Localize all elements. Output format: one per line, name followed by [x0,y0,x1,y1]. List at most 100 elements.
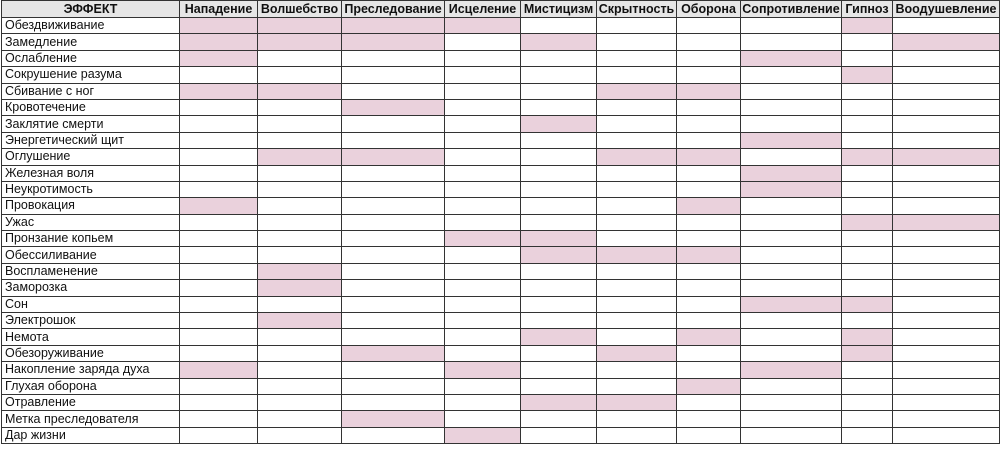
empty-cell[interactable] [676,115,741,133]
empty-cell[interactable] [892,312,1000,330]
empty-cell[interactable] [892,131,1000,150]
empty-cell[interactable] [341,115,445,133]
effect-name-cell[interactable]: Пронзание копьем [1,230,180,248]
marked-cell[interactable] [740,295,842,314]
empty-cell[interactable] [179,213,258,232]
empty-cell[interactable] [740,148,842,166]
empty-cell[interactable] [892,16,1000,35]
empty-cell[interactable] [179,230,258,248]
empty-cell[interactable] [444,164,521,182]
empty-cell[interactable] [444,131,521,150]
marked-cell[interactable] [179,49,258,68]
column-header[interactable]: Нападение [179,0,258,18]
empty-cell[interactable] [676,410,741,428]
empty-cell[interactable] [841,410,893,428]
marked-cell[interactable] [520,393,597,412]
empty-cell[interactable] [740,230,842,248]
empty-cell[interactable] [257,49,342,68]
empty-cell[interactable] [520,312,597,330]
marked-cell[interactable] [179,82,258,100]
empty-cell[interactable] [841,312,893,330]
column-header[interactable]: Сопротивление [740,0,842,18]
empty-cell[interactable] [341,361,445,379]
marked-cell[interactable] [841,295,893,314]
empty-cell[interactable] [341,49,445,68]
empty-cell[interactable] [841,197,893,215]
marked-cell[interactable] [596,344,677,363]
empty-cell[interactable] [444,98,521,117]
marked-cell[interactable] [341,148,445,166]
effect-name-cell[interactable]: Ослабление [1,49,180,68]
empty-cell[interactable] [179,312,258,330]
column-header[interactable]: Мистицизм [520,0,597,18]
empty-cell[interactable] [892,164,1000,182]
effect-name-cell[interactable]: Провокация [1,197,180,215]
empty-cell[interactable] [520,148,597,166]
empty-cell[interactable] [179,426,258,445]
empty-cell[interactable] [444,279,521,297]
marked-cell[interactable] [257,33,342,51]
empty-cell[interactable] [520,410,597,428]
empty-cell[interactable] [596,426,677,445]
empty-cell[interactable] [596,98,677,117]
empty-cell[interactable] [676,16,741,35]
empty-cell[interactable] [520,164,597,182]
empty-cell[interactable] [179,295,258,314]
effect-name-cell[interactable]: Сокрушение разума [1,66,180,84]
marked-cell[interactable] [596,82,677,100]
empty-cell[interactable] [257,66,342,84]
empty-cell[interactable] [676,295,741,314]
empty-cell[interactable] [341,393,445,412]
empty-cell[interactable] [596,377,677,395]
empty-cell[interactable] [444,262,521,281]
empty-cell[interactable] [257,115,342,133]
marked-cell[interactable] [257,279,342,297]
empty-cell[interactable] [444,213,521,232]
empty-cell[interactable] [520,131,597,150]
empty-cell[interactable] [892,328,1000,346]
empty-cell[interactable] [596,164,677,182]
empty-cell[interactable] [596,279,677,297]
empty-cell[interactable] [740,279,842,297]
empty-cell[interactable] [520,426,597,445]
empty-cell[interactable] [341,246,445,264]
empty-cell[interactable] [257,98,342,117]
empty-cell[interactable] [740,66,842,84]
empty-cell[interactable] [341,213,445,232]
empty-cell[interactable] [341,312,445,330]
effect-name-cell[interactable]: Воспламенение [1,262,180,281]
empty-cell[interactable] [740,115,842,133]
empty-cell[interactable] [676,279,741,297]
empty-cell[interactable] [841,115,893,133]
empty-cell[interactable] [179,180,258,199]
empty-cell[interactable] [596,180,677,199]
empty-cell[interactable] [740,98,842,117]
marked-cell[interactable] [892,213,1000,232]
empty-cell[interactable] [444,246,521,264]
marked-cell[interactable] [676,328,741,346]
marked-cell[interactable] [257,148,342,166]
marked-cell[interactable] [841,344,893,363]
empty-cell[interactable] [841,98,893,117]
marked-cell[interactable] [179,16,258,35]
marked-cell[interactable] [740,49,842,68]
effect-name-cell[interactable]: Железная воля [1,164,180,182]
effect-name-cell[interactable]: Дар жизни [1,426,180,445]
empty-cell[interactable] [444,344,521,363]
marked-cell[interactable] [740,164,842,182]
marked-cell[interactable] [341,16,445,35]
empty-cell[interactable] [444,82,521,100]
empty-cell[interactable] [444,328,521,346]
empty-cell[interactable] [892,262,1000,281]
empty-cell[interactable] [740,197,842,215]
empty-cell[interactable] [596,66,677,84]
empty-cell[interactable] [520,262,597,281]
marked-cell[interactable] [341,410,445,428]
empty-cell[interactable] [444,148,521,166]
effect-name-cell[interactable]: Обездвиживание [1,16,180,35]
empty-cell[interactable] [841,131,893,150]
marked-cell[interactable] [179,197,258,215]
marked-cell[interactable] [341,33,445,51]
marked-cell[interactable] [179,361,258,379]
marked-cell[interactable] [596,246,677,264]
